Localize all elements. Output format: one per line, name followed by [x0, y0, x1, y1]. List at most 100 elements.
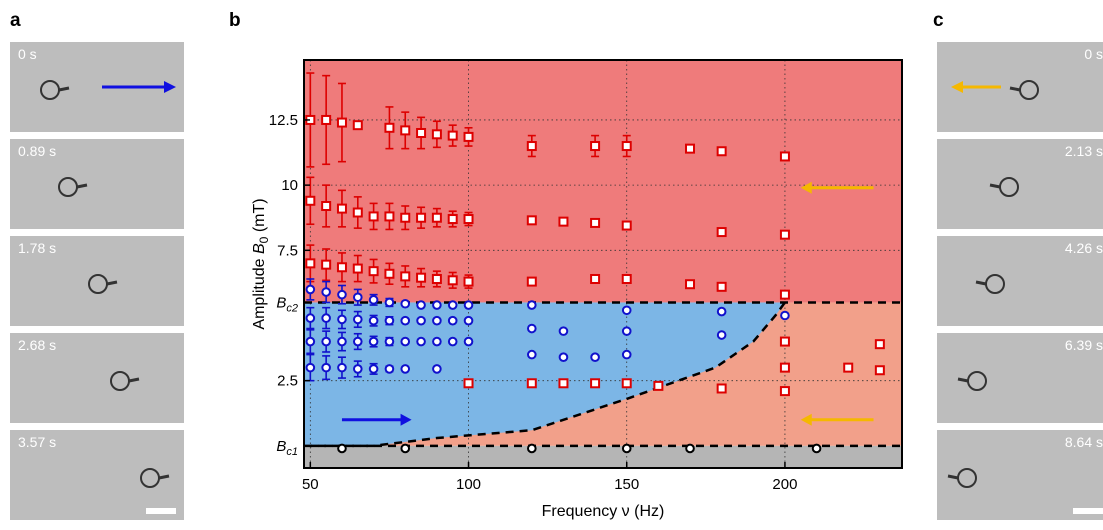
square-marker [590, 273, 601, 284]
circle-marker [305, 278, 316, 301]
square-marker [779, 362, 790, 373]
square-marker [368, 258, 379, 284]
circle-marker [352, 310, 363, 329]
direction-arrow [800, 413, 874, 426]
circle-marker [352, 288, 363, 306]
panel-c-time-label: 6.39 s [1064, 337, 1103, 353]
square-marker [416, 116, 427, 150]
x-tick-label: 50 [302, 476, 319, 493]
circle-marker [447, 300, 458, 310]
circle-marker [337, 443, 347, 454]
circle-marker [321, 355, 331, 381]
panel-a-time-label: 0.89 s [18, 143, 57, 159]
square-marker [653, 380, 664, 391]
panel-c-frame: 6.39 s [937, 333, 1103, 423]
panel-c-frame: 4.26 s [937, 236, 1103, 326]
square-marker [779, 386, 790, 397]
circle-marker [527, 300, 537, 310]
circle-marker [384, 364, 395, 374]
square-marker [352, 254, 363, 283]
circle-marker [447, 336, 458, 347]
square-marker [779, 289, 790, 300]
circle-marker [368, 314, 379, 327]
circle-marker [384, 336, 395, 347]
panel-a-time-label: 3.57 s [18, 434, 57, 450]
circle-marker [416, 336, 426, 347]
circle-marker [621, 443, 632, 454]
circle-marker [368, 335, 379, 348]
circle-marker [352, 332, 363, 351]
square-marker [463, 378, 474, 389]
panel-c-particle [975, 274, 1005, 294]
square-marker [321, 184, 332, 228]
square-marker [779, 151, 790, 162]
panel-c-time-label: 2.13 s [1064, 143, 1103, 159]
circle-marker [527, 443, 537, 454]
square-marker [621, 273, 632, 284]
circle-marker [621, 305, 632, 316]
panel-a-direction-arrow [102, 81, 176, 93]
circle-marker [384, 315, 395, 326]
x-axis-title: Frequency ν (Hz) [542, 503, 665, 520]
y-tick-label: 7.5 [277, 242, 298, 259]
square-marker [526, 215, 537, 226]
square-marker [843, 362, 854, 373]
circle-marker [780, 310, 790, 321]
square-marker [590, 378, 601, 389]
panel-a-frame: 3.57 s [10, 430, 184, 520]
square-marker [321, 248, 332, 282]
panel-c-particle [957, 371, 987, 391]
square-marker [779, 336, 790, 347]
panel-a-particle [40, 80, 176, 100]
circle-marker [558, 352, 569, 363]
circle-marker [527, 349, 537, 360]
square-marker [336, 252, 347, 283]
panel-c-particle [989, 177, 1019, 197]
square-marker [590, 134, 601, 158]
square-marker [336, 189, 347, 228]
circle-marker [368, 362, 379, 375]
circle-marker [432, 300, 442, 310]
square-marker [463, 126, 474, 147]
circle-marker [321, 330, 331, 353]
square-marker [447, 210, 458, 228]
circle-marker [447, 315, 458, 326]
panel-a-time-label: 1.78 s [18, 240, 57, 256]
panel-a-particle [88, 274, 118, 294]
circle-marker [400, 364, 411, 374]
square-marker [685, 143, 696, 154]
square-marker [431, 207, 442, 228]
circle-marker [368, 293, 379, 306]
panel-c-frame: 2.13 s [937, 139, 1103, 229]
panel-a-particle [110, 371, 140, 391]
panel-c-particle [951, 80, 1039, 100]
square-marker [305, 176, 316, 226]
circle-marker [463, 315, 474, 326]
circle-marker [400, 298, 411, 309]
direction-arrow [800, 181, 874, 194]
square-marker [447, 124, 458, 147]
square-marker [321, 74, 332, 166]
square-marker [352, 196, 363, 229]
panel-a-frame: 0 s [10, 42, 184, 132]
panel-label-c: c [933, 10, 944, 31]
circle-marker [305, 306, 316, 330]
panel-a-time-label: 2.68 s [18, 337, 57, 353]
panel-label-a: a [10, 10, 21, 31]
square-marker [447, 271, 458, 289]
square-marker [400, 265, 411, 288]
square-marker [400, 205, 411, 231]
circle-marker [321, 280, 331, 304]
y-tick-label: Bc2 [276, 294, 298, 314]
circle-marker [621, 349, 632, 360]
panel-c-time-label: 0 s [1084, 46, 1103, 62]
circle-marker [400, 336, 411, 347]
scale-bar [146, 508, 176, 514]
circle-marker [352, 360, 363, 378]
circle-marker [432, 364, 442, 374]
square-marker [621, 134, 632, 158]
square-marker [621, 378, 632, 389]
panel-a-time-label: 0 s [18, 46, 37, 62]
circle-marker [337, 331, 347, 352]
phase-boundary [310, 301, 786, 448]
